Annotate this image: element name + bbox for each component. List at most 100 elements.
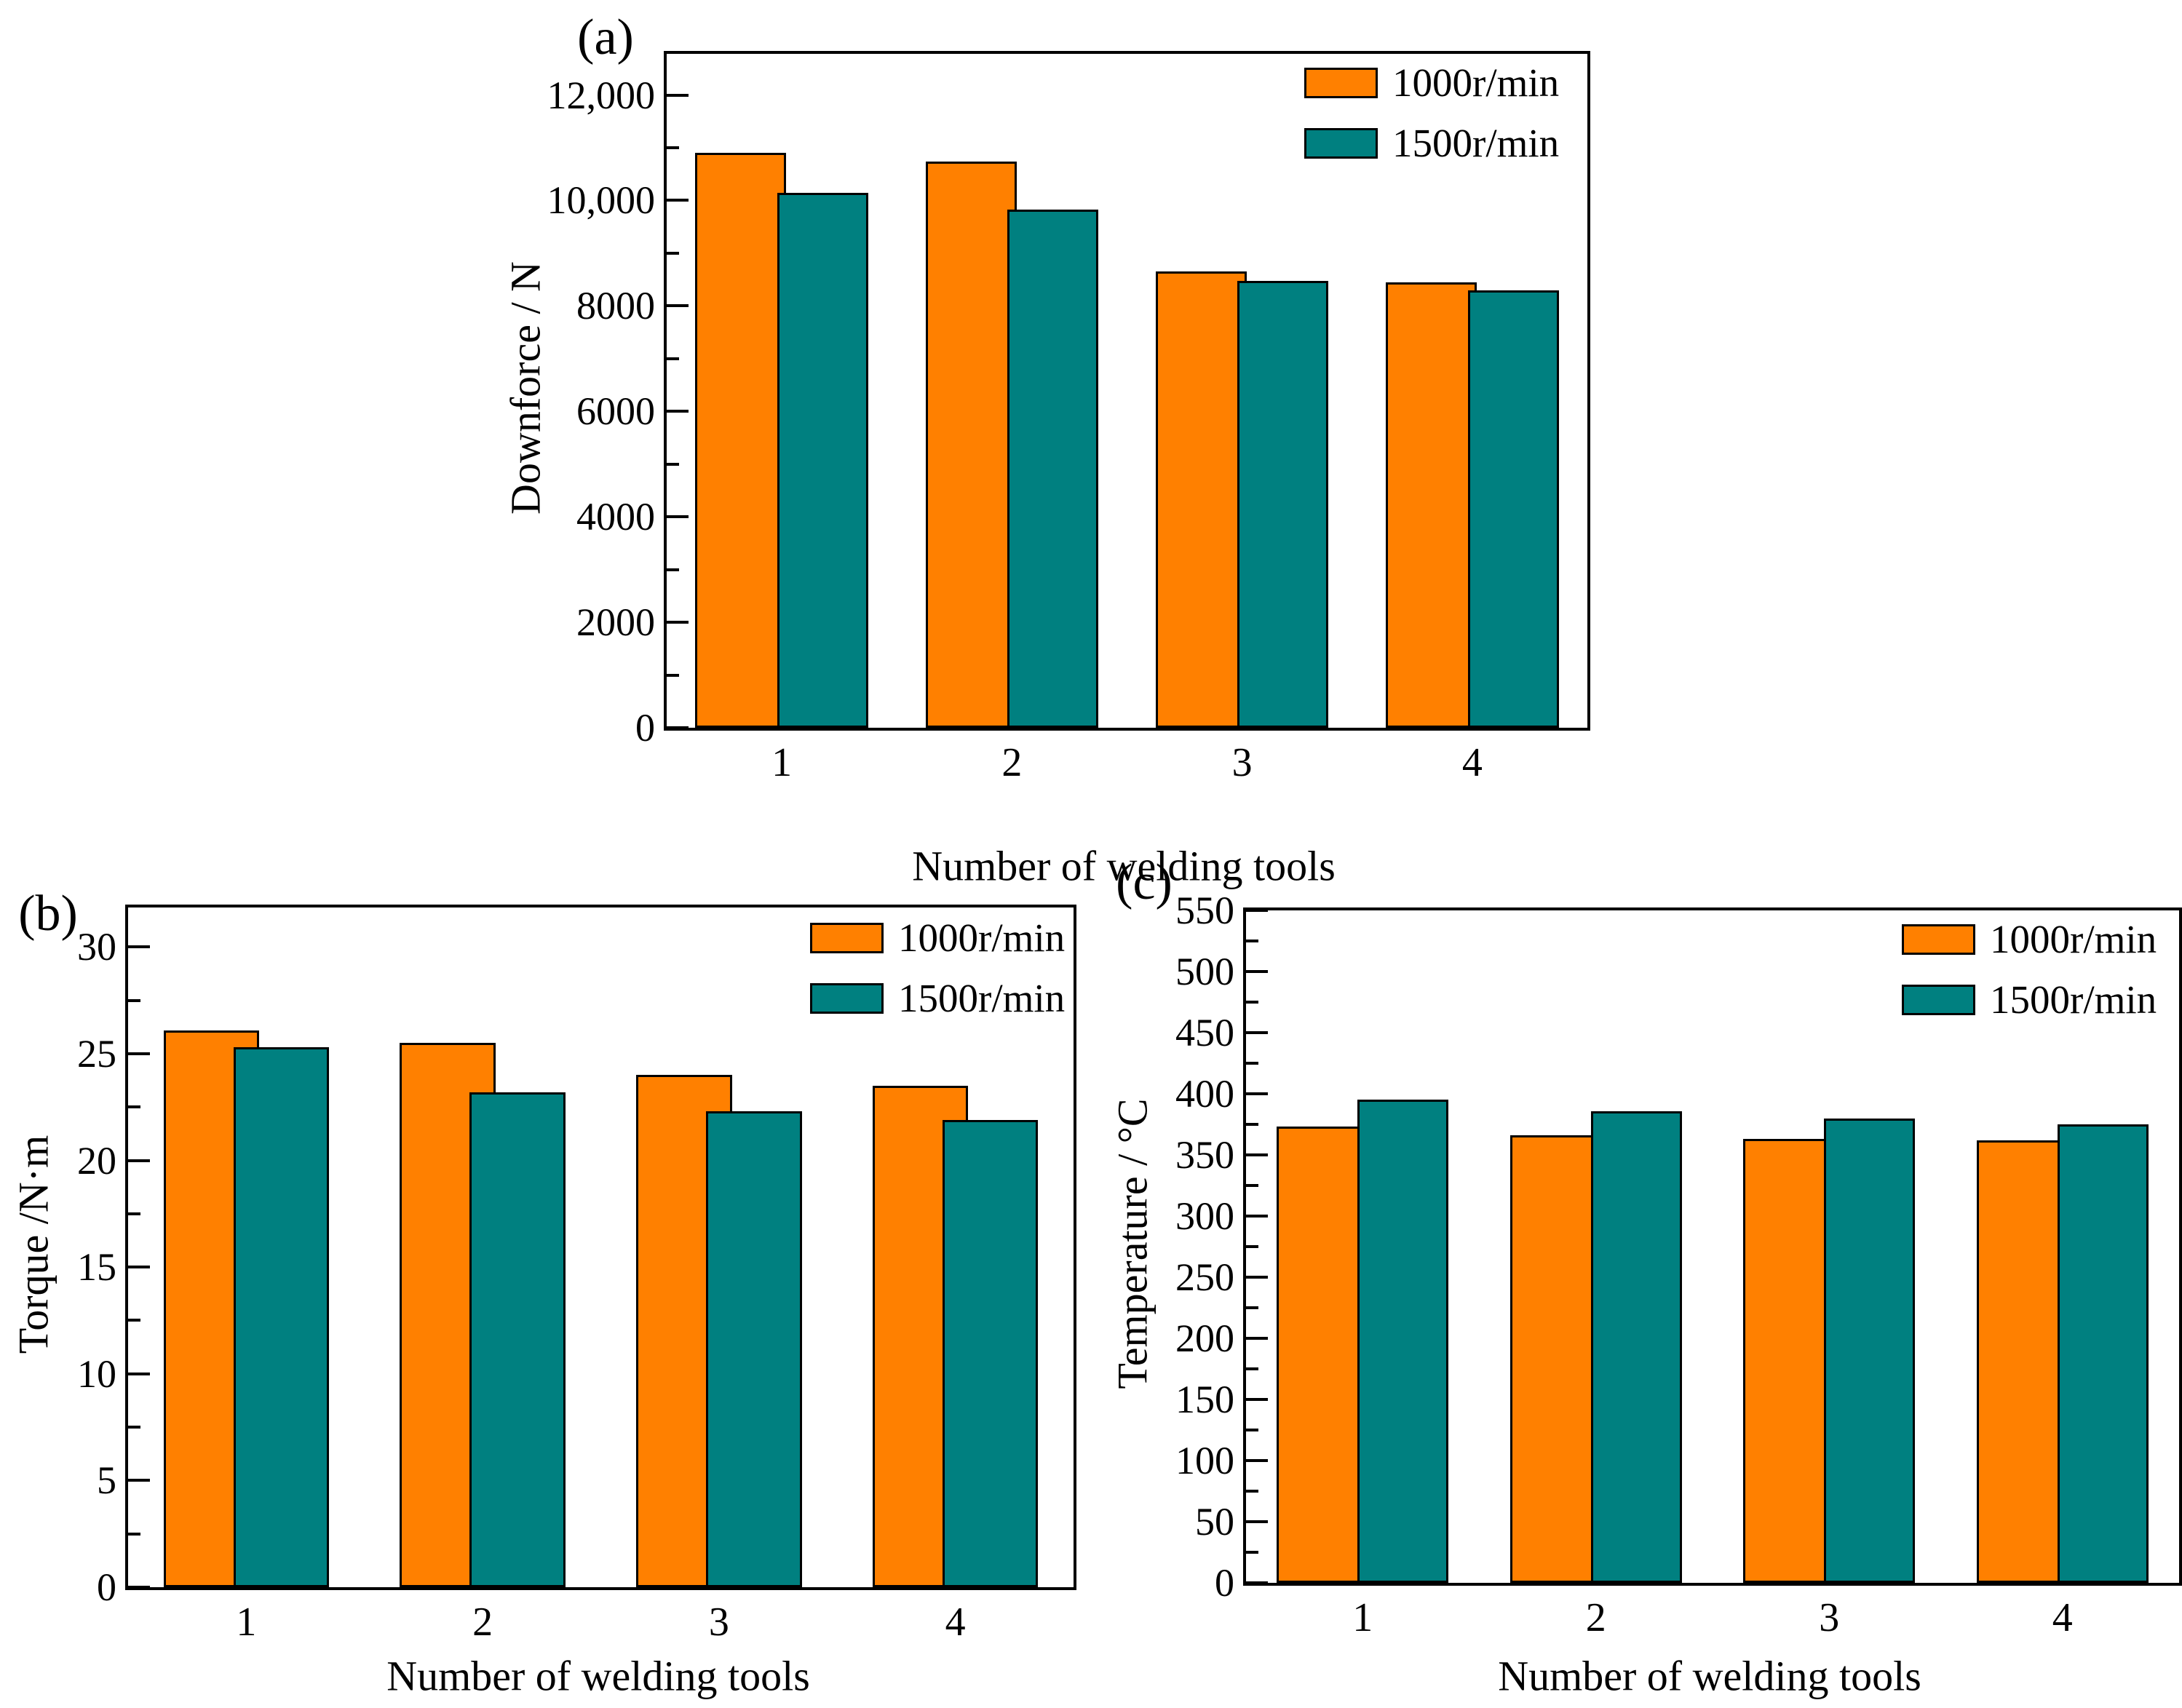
bar-1500r/min-tool-2 — [1007, 210, 1099, 728]
y-major-tick — [128, 1052, 150, 1055]
y-major-tick — [128, 1159, 150, 1162]
plot-area-a: 0 2000 4000 6000 8000 10,000 12,000 1 2 3 4 1000r/m… — [547, 51, 1590, 785]
legend-label: 1500r/min — [1392, 121, 1560, 165]
y-axis-title-c: Temperature / °C — [1108, 1098, 1157, 1389]
y-tick-label: 400 — [1175, 1072, 1234, 1116]
legend-item: 1500r/min — [810, 978, 1065, 1018]
bar-1500r/min-tool-4 — [2057, 1124, 2149, 1583]
y-tick-label: 30 — [77, 925, 116, 969]
y-tick-label: 300 — [1175, 1194, 1234, 1238]
legend-swatch-1000r/min — [810, 922, 884, 953]
x-tick-label: 3 — [708, 1600, 729, 1645]
bar-1000r/min-tool-1 — [695, 153, 787, 728]
y-tick-label: 5 — [97, 1458, 116, 1503]
y-tick-label: 50 — [1195, 1500, 1234, 1544]
y-major-tick — [1246, 1520, 1268, 1523]
legend-item: 1000r/min — [810, 918, 1065, 958]
y-major-tick — [1246, 1215, 1268, 1218]
bar-1500r/min-tool-3 — [1237, 281, 1329, 728]
legend-label: 1000r/min — [898, 915, 1066, 960]
panel-label-b: (b) — [18, 886, 78, 942]
y-major-tick — [667, 199, 689, 202]
legend-label: 1000r/min — [1990, 917, 2157, 961]
bar-1500r/min-tool-1 — [777, 193, 868, 728]
y-major-tick — [128, 1266, 150, 1269]
legend: 1000r/min 1500r/min — [1304, 63, 1559, 163]
y-tick-label: 8000 — [576, 284, 655, 328]
bar-1500r/min-tool-2 — [469, 1092, 566, 1587]
y-tick-label: 4000 — [576, 495, 655, 539]
legend-item: 1000r/min — [1902, 919, 2157, 959]
y-major-tick — [1246, 970, 1268, 973]
y-minor-tick — [1246, 1429, 1258, 1431]
y-major-tick — [128, 1479, 150, 1482]
y-tick-label: 10,000 — [547, 178, 656, 223]
y-minor-tick — [667, 568, 679, 571]
bar-1000r/min-tool-3 — [1743, 1139, 1835, 1583]
bar-1500r/min-tool-3 — [1824, 1118, 1916, 1583]
legend-label: 1500r/min — [898, 976, 1066, 1020]
legend-item: 1500r/min — [1304, 123, 1559, 163]
bar-1000r/min-tool-1 — [1277, 1127, 1368, 1583]
y-major-tick — [667, 304, 689, 308]
y-tick-label: 10 — [77, 1351, 116, 1396]
y-minor-tick — [1246, 1551, 1258, 1554]
bar-1500r/min-tool-3 — [706, 1111, 802, 1587]
y-major-tick — [667, 93, 689, 97]
y-major-tick — [667, 621, 689, 624]
y-minor-tick — [128, 1532, 140, 1536]
legend: 1000r/min 1500r/min — [810, 918, 1065, 1018]
x-tick-label: 2 — [472, 1600, 493, 1645]
y-tick-label: 2000 — [576, 600, 655, 645]
bar-1500r/min-tool-1 — [233, 1047, 330, 1587]
legend-swatch-1500r/min — [1304, 127, 1378, 159]
y-minor-tick — [1246, 1245, 1258, 1248]
y-major-tick — [128, 945, 150, 949]
y-minor-tick — [667, 673, 679, 677]
y-tick-label: 450 — [1175, 1011, 1234, 1054]
y-tick-label: 0 — [1215, 1561, 1234, 1605]
y-major-tick — [667, 410, 689, 413]
y-minor-tick — [128, 1319, 140, 1322]
legend-item: 1000r/min — [1304, 63, 1559, 103]
y-tick-label: 20 — [77, 1138, 116, 1183]
legend-swatch-1000r/min — [1304, 67, 1378, 98]
y-axis-title-a: Downforce / N — [501, 261, 550, 515]
legend-swatch-1000r/min — [1902, 923, 1975, 955]
bar-1000r/min-tool-4 — [1976, 1140, 2068, 1583]
y-tick-label: 350 — [1175, 1133, 1234, 1177]
y-tick-label: 250 — [1175, 1255, 1234, 1299]
y-major-tick — [667, 515, 689, 519]
legend: 1000r/min 1500r/min — [1902, 919, 2157, 1020]
y-major-tick — [128, 1586, 150, 1589]
plot-area-c: 0 50 100 150 200 250 300 350 400 450 500 550 1 2 3 4 100… — [1175, 889, 2182, 1640]
y-tick-label: 0 — [97, 1565, 116, 1609]
y-major-tick — [1246, 1092, 1268, 1095]
y-minor-tick — [128, 998, 140, 1002]
y-major-tick — [1246, 1276, 1268, 1279]
y-tick-label: 25 — [77, 1031, 116, 1076]
y-tick-label: 12,000 — [547, 73, 656, 117]
x-axis-title-b: Number of welding tools — [386, 1652, 810, 1700]
legend-item: 1500r/min — [1902, 980, 2157, 1020]
y-tick-label: 500 — [1175, 950, 1234, 993]
x-tick-label: 4 — [945, 1600, 966, 1645]
legend-label: 1500r/min — [1990, 977, 2157, 1022]
y-major-tick — [1246, 1459, 1268, 1462]
x-tick-label: 4 — [2052, 1595, 2073, 1640]
y-minor-tick — [667, 146, 679, 149]
bar-1000r/min-tool-3 — [1155, 271, 1247, 728]
y-minor-tick — [667, 462, 679, 466]
y-tick-label: 6000 — [576, 389, 655, 434]
y-major-tick — [128, 1372, 150, 1375]
y-major-tick — [1246, 1153, 1268, 1156]
y-major-tick — [1246, 1337, 1268, 1340]
x-tick-label: 1 — [1352, 1595, 1373, 1640]
bar-1500r/min-tool-4 — [1467, 290, 1559, 728]
y-minor-tick — [1246, 1306, 1258, 1309]
y-tick-label: 100 — [1175, 1439, 1234, 1482]
bar-1000r/min-tool-2 — [925, 161, 1017, 728]
y-tick-label: 200 — [1175, 1316, 1234, 1360]
legend-swatch-1500r/min — [1902, 984, 1975, 1015]
